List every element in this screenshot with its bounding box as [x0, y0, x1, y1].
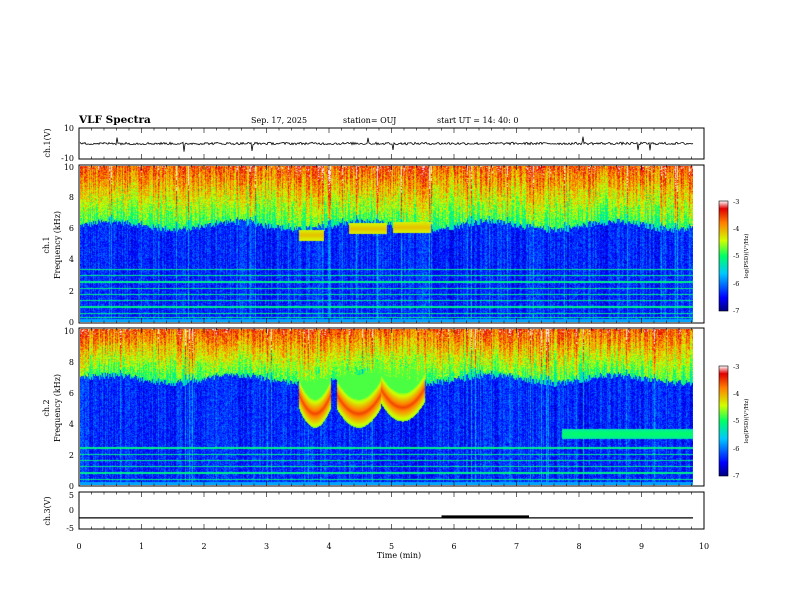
ch2-cb-tick-m3: -3 — [733, 363, 739, 371]
ch2-spec-ytick-0: 0 — [69, 482, 74, 491]
figure-title: VLF Spectra — [78, 114, 151, 126]
xtick-6: 6 — [451, 542, 456, 551]
xtick-1: 1 — [139, 542, 144, 551]
x-axis-label: Time (min) — [377, 551, 421, 560]
ch1-spec-yticks: 0 2 4 6 8 10 — [64, 163, 74, 327]
xtick-10: 10 — [699, 542, 709, 551]
ch2-spec-ytick-4: 4 — [69, 420, 74, 429]
ch1-spec-ytick-10: 10 — [64, 163, 74, 172]
ch2-spec-ytick-6: 6 — [69, 389, 74, 398]
ch3-ytick-m5: -5 — [66, 524, 74, 533]
ch2-spec-yticks: 0 2 4 6 8 10 — [64, 327, 74, 491]
date-label: Sep. 17, 2025 — [251, 116, 307, 125]
ch2-spectrogram-panel: 0 2 4 6 8 10 ch.2 Frequency (kHz) -3 -4 … — [42, 327, 750, 491]
ch1-spec-ylabel-freq: Frequency (kHz) — [53, 211, 62, 279]
ch1-ytick-bottom: -10 — [61, 154, 74, 163]
xtick-0: 0 — [76, 542, 81, 551]
xtick-7: 7 — [514, 542, 519, 551]
ch1-spec-fo — [80, 166, 693, 322]
ch1-spectrogram-panel: 0 2 4 6 8 10 ch.1 Frequency (kHz) -3 -4 … — [42, 163, 750, 327]
ch2-spec-fo — [80, 329, 693, 485]
ch2-spectrogram-heatmap — [80, 329, 693, 485]
ch1-spectrogram-heatmap — [80, 166, 693, 322]
ch1-cb-tick-m3: -3 — [733, 198, 739, 206]
ch1-spec-ytick-8: 8 — [69, 193, 74, 202]
xtick-8: 8 — [576, 542, 581, 551]
ch1-colorbar-label: log(PSD)(V²/Hz) — [743, 234, 750, 279]
ch1-spec-ytick-2: 2 — [69, 287, 74, 296]
ch2-cb-tick-m7: -7 — [733, 472, 739, 480]
xtick-3: 3 — [264, 542, 269, 551]
ch3-ytick-0: 0 — [69, 506, 74, 515]
ch2-spec-ylabel-channel: ch.2 — [42, 399, 51, 416]
ch2-spec-ytick-2: 2 — [69, 451, 74, 460]
ch2-spec-ytick-8: 8 — [69, 358, 74, 367]
ch3-ytick-5: 5 — [69, 491, 74, 500]
ch1-spec-ytick-0: 0 — [69, 318, 74, 327]
ch2-colorbar-label: log(PSD)(V²/Hz) — [743, 399, 750, 444]
ch1-cb-tick-m4: -4 — [733, 225, 739, 233]
xtick-4: 4 — [326, 542, 331, 551]
xtick-5: 5 — [389, 542, 394, 551]
ch1-colorbar — [718, 200, 729, 312]
ch1-cb-tick-m5: -5 — [733, 252, 739, 260]
start-time-label: start UT = 14: 40: 0 — [437, 116, 518, 125]
ch1-waveform-line — [79, 136, 694, 152]
ch2-cb-tick-m6: -6 — [733, 445, 739, 453]
x-axis-tick-labels: 0 1 2 3 4 5 6 7 8 9 10 — [76, 542, 709, 551]
xtick-2: 2 — [201, 542, 206, 551]
ch1-ylabel: ch.1(V) — [43, 128, 52, 157]
ch3-ylabel: ch.3(V) — [43, 496, 52, 525]
ch1-cb-tick-m7: -7 — [733, 307, 739, 315]
ch1-ytick-top: 10 — [64, 124, 74, 133]
ch2-cb-tick-m4: -4 — [733, 390, 739, 398]
ch3-frame — [78, 491, 705, 530]
xtick-9: 9 — [639, 542, 644, 551]
ch1-spec-ylabel-channel: ch.1 — [42, 236, 51, 253]
ch1-spec-ytick-6: 6 — [69, 224, 74, 233]
ch3-trace-panel: 5 0 -5 ch.3(V) — [43, 491, 705, 533]
station-label: station= OUJ — [343, 116, 396, 125]
ch2-cb-tick-m5: -5 — [733, 417, 739, 425]
ch1-spec-ytick-4: 4 — [69, 255, 74, 264]
ch2-spec-ylabel-freq: Frequency (kHz) — [53, 374, 62, 442]
ch2-colorbar — [718, 365, 729, 477]
ch1-cb-tick-m6: -6 — [733, 280, 739, 288]
x-axis-ticks — [78, 128, 705, 529]
ch1-waveform-panel: 10 -10 ch.1(V) — [43, 124, 705, 163]
ch2-spec-ytick-10: 10 — [64, 327, 74, 336]
